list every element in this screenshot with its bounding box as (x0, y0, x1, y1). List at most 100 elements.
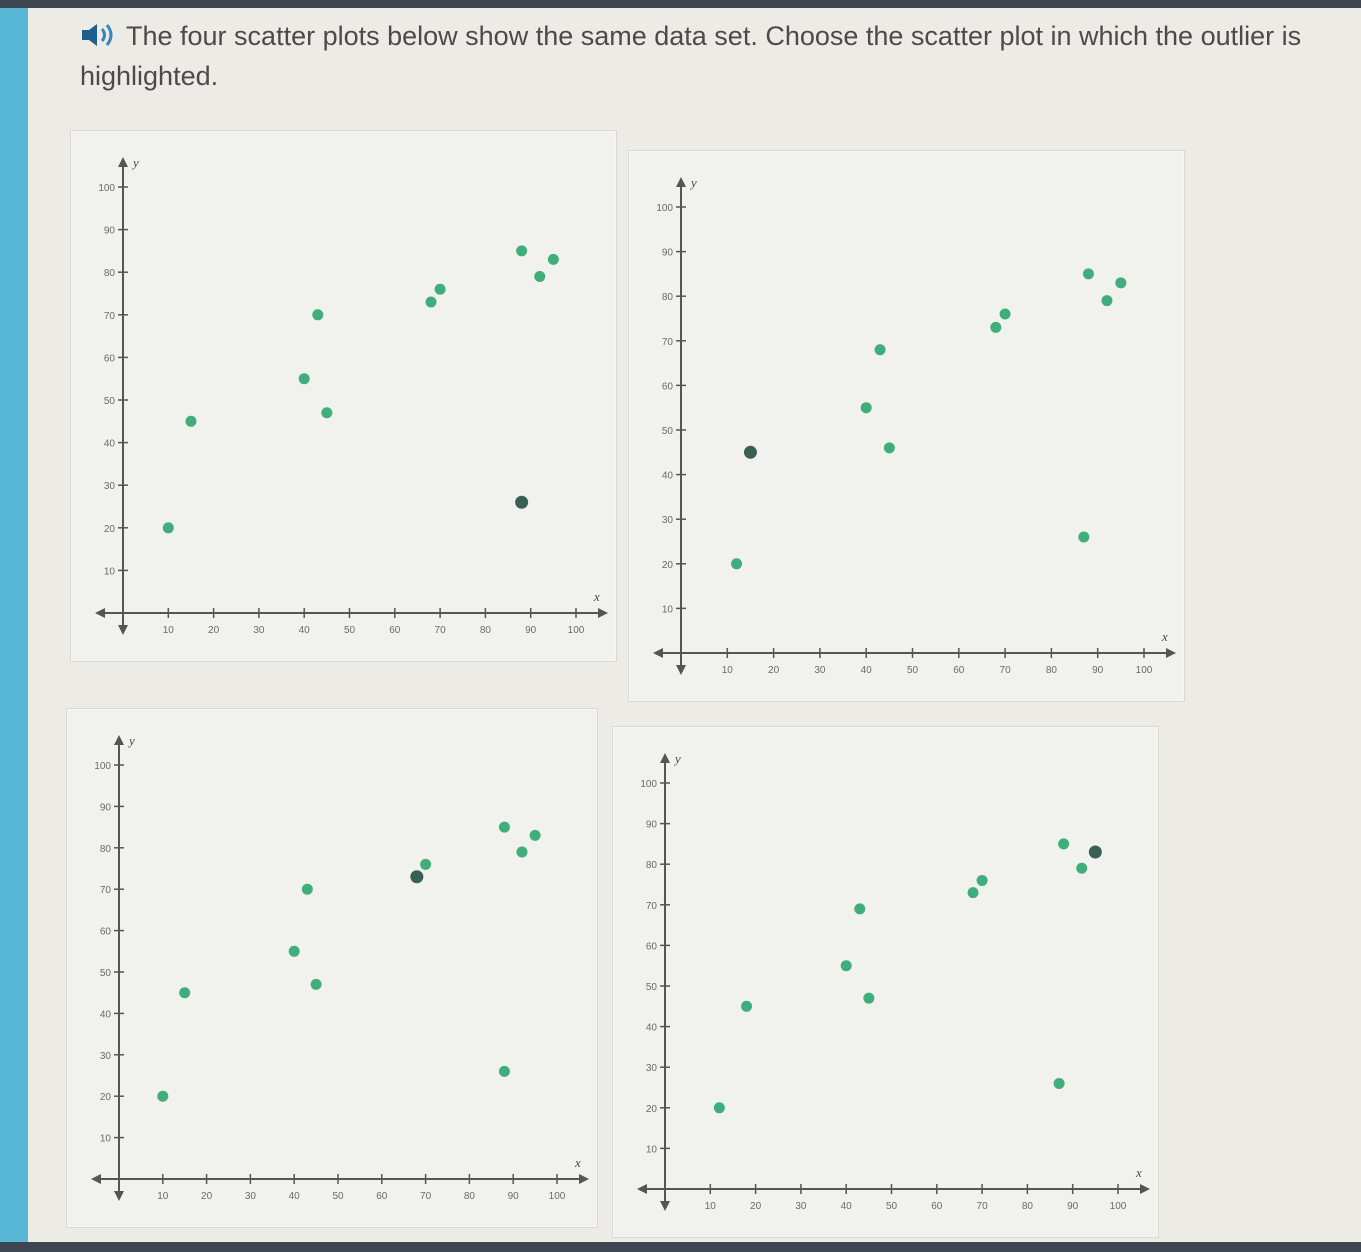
x-tick-label: 90 (525, 625, 537, 636)
y-tick-label: 80 (646, 860, 658, 871)
y-axis-arrow-up (114, 735, 124, 745)
question-text: The four scatter plots below show the sa… (80, 21, 1302, 91)
data-point (179, 987, 191, 999)
data-point (854, 903, 866, 915)
y-tick-label: 70 (662, 337, 674, 348)
scatter-plot-4: x y 10 20 30 40 50 60 70 80 90 100 10 20 30 40 50 60 70 80 9… (637, 751, 1150, 1212)
x-tick-label: 60 (953, 665, 965, 676)
y-tick-label: 50 (104, 396, 116, 407)
data-point (529, 829, 541, 841)
y-tick-label: 90 (662, 248, 674, 259)
y-tick-label: 40 (100, 1009, 112, 1020)
x-tick-label: 60 (389, 625, 401, 636)
y-tick-label: 10 (662, 604, 674, 615)
x-axis-arrow-right (598, 608, 608, 618)
y-tick-label: 60 (646, 941, 658, 952)
y-tick-label: 10 (646, 1144, 658, 1155)
data-point (1053, 1077, 1065, 1089)
data-point (990, 321, 1002, 333)
x-axis-arrow-left (637, 1184, 647, 1194)
x-axis-label: x (593, 589, 600, 604)
data-point (999, 308, 1011, 320)
y-tick-label: 30 (104, 481, 116, 492)
y-axis-arrow-up (660, 753, 670, 763)
y-axis-arrow-up (676, 177, 686, 187)
scatter-plot-option-2[interactable]: x y 10 20 30 40 50 60 70 80 90 100 10 20 30 40 50 60 70 80 9… (628, 150, 1185, 702)
data-point (534, 270, 546, 282)
y-tick-label: 40 (662, 471, 674, 482)
y-tick-label: 20 (104, 524, 116, 535)
data-point (516, 846, 528, 858)
highlighted-point (743, 445, 757, 459)
y-tick-label: 20 (100, 1092, 112, 1103)
y-tick-label: 90 (104, 226, 116, 237)
y-tick-label: 100 (640, 779, 657, 790)
x-tick-label: 20 (750, 1201, 762, 1212)
y-tick-label: 20 (646, 1104, 658, 1115)
data-point (1115, 277, 1127, 289)
x-tick-label: 20 (201, 1191, 213, 1202)
scatter-plot-option-3[interactable]: x y 10 20 30 40 50 60 70 80 90 100 10 20 30 40 50 60 70 80 9… (66, 708, 598, 1228)
data-point (425, 296, 437, 308)
data-point (547, 253, 559, 265)
y-axis-arrow-up (118, 157, 128, 167)
speaker-icon[interactable] (80, 19, 120, 46)
top-bezel (0, 0, 1361, 8)
y-tick-label: 100 (94, 761, 111, 772)
x-tick-label: 80 (464, 1191, 476, 1202)
data-point (976, 874, 988, 886)
x-tick-label: 70 (435, 625, 447, 636)
data-point (1078, 531, 1090, 543)
y-tick-label: 50 (646, 982, 658, 993)
highlighted-point (410, 870, 424, 884)
x-tick-label: 80 (1022, 1201, 1034, 1212)
y-tick-label: 80 (100, 844, 112, 855)
x-tick-label: 40 (289, 1191, 301, 1202)
y-tick-label: 90 (646, 820, 658, 831)
data-point (860, 402, 872, 414)
scatter-plot-option-1[interactable]: x y 10 20 30 40 50 60 70 80 90 100 10 20 30 40 50 60 70 80 9… (70, 130, 617, 662)
y-tick-label: 80 (662, 292, 674, 303)
y-tick-label: 70 (100, 885, 112, 896)
y-tick-label: 60 (104, 353, 116, 364)
y-tick-label: 80 (104, 268, 116, 279)
x-tick-label: 60 (376, 1191, 388, 1202)
data-point (840, 960, 852, 972)
x-tick-label: 20 (208, 625, 220, 636)
x-tick-label: 90 (1067, 1201, 1079, 1212)
y-tick-label: 30 (662, 515, 674, 526)
x-tick-label: 50 (332, 1191, 344, 1202)
data-point (967, 887, 979, 899)
x-tick-label: 40 (299, 625, 311, 636)
y-tick-label: 90 (100, 802, 112, 813)
data-point (434, 283, 446, 295)
y-tick-label: 100 (98, 183, 115, 194)
x-tick-label: 40 (861, 665, 873, 676)
y-tick-label: 40 (646, 1023, 658, 1034)
x-axis-label: x (1161, 629, 1168, 644)
x-axis-arrow-right (1166, 648, 1176, 658)
data-point (1058, 838, 1070, 850)
x-tick-label: 50 (886, 1201, 898, 1212)
data-point (863, 992, 875, 1004)
x-tick-label: 60 (931, 1201, 943, 1212)
x-tick-label: 20 (768, 665, 780, 676)
y-axis-label: y (127, 733, 135, 748)
bottom-bezel (0, 1242, 1361, 1252)
data-point (301, 883, 313, 895)
data-point (1082, 268, 1094, 280)
y-axis-arrow-down (114, 1191, 124, 1201)
x-tick-label: 100 (1110, 1201, 1127, 1212)
scatter-plot-option-4[interactable]: x y 10 20 30 40 50 60 70 80 90 100 10 20 30 40 50 60 70 80 9… (612, 726, 1159, 1238)
x-axis-arrow-right (1140, 1184, 1150, 1194)
data-point (498, 1065, 510, 1077)
data-point (420, 858, 432, 870)
y-axis-arrow-down (676, 665, 686, 675)
data-point (157, 1090, 169, 1102)
x-tick-label: 10 (722, 665, 734, 676)
data-point (312, 309, 324, 321)
y-tick-label: 30 (100, 1051, 112, 1062)
data-point (298, 373, 310, 385)
x-tick-label: 10 (163, 625, 175, 636)
x-axis-arrow-right (579, 1174, 589, 1184)
